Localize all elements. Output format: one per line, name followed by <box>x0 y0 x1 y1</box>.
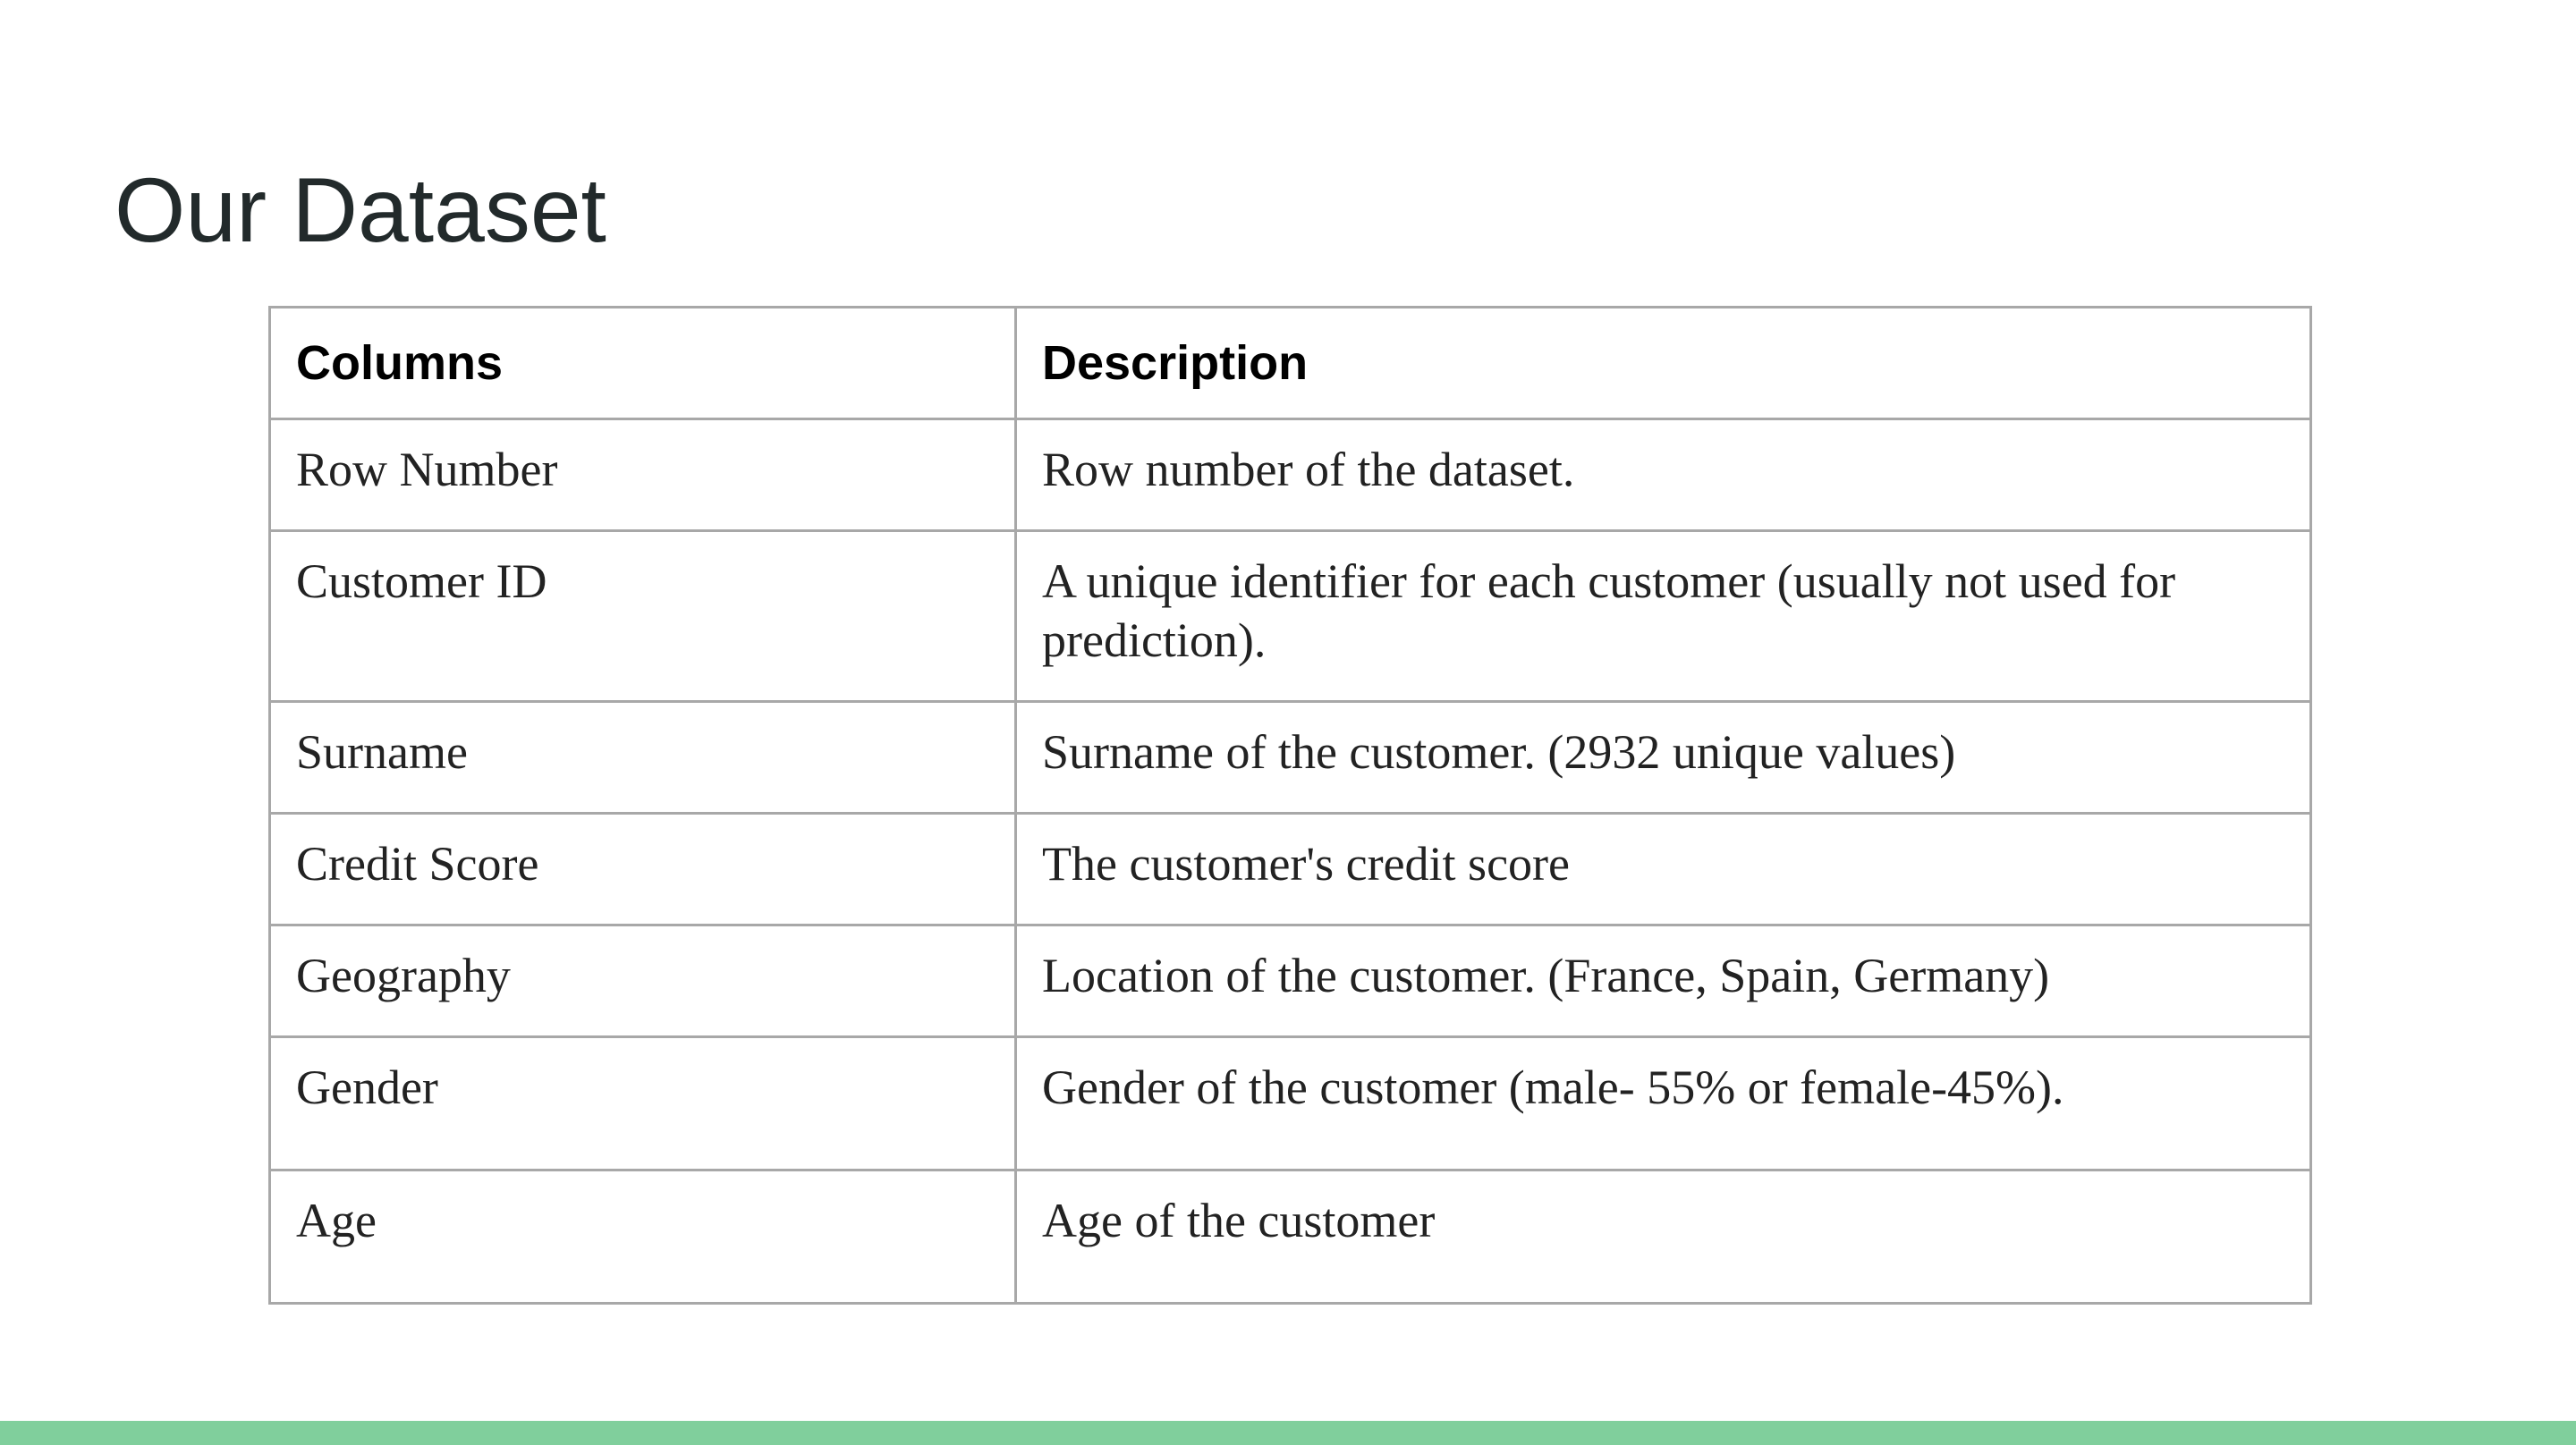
column-name-cell: Customer ID <box>268 529 1017 703</box>
column-name-cell: Credit Score <box>268 812 1017 926</box>
column-name-cell: Gender <box>268 1035 1017 1171</box>
description-cell: The customer's credit score <box>1014 812 2312 926</box>
description-cell: Age of the customer <box>1014 1169 2312 1305</box>
header-columns: Columns <box>268 306 1017 420</box>
description-cell: Location of the customer. (France, Spain… <box>1014 924 2312 1038</box>
description-cell: Surname of the customer. (2932 unique va… <box>1014 700 2312 815</box>
table-row: Customer ID A unique identifier for each… <box>268 529 2312 703</box>
description-cell: Gender of the customer (male- 55% or fem… <box>1014 1035 2312 1171</box>
header-description: Description <box>1014 306 2312 420</box>
table-row: Row Number Row number of the dataset. <box>268 418 2312 532</box>
description-cell: A unique identifier for each customer (u… <box>1014 529 2312 703</box>
table-row: Geography Location of the customer. (Fra… <box>268 924 2312 1038</box>
dataset-columns-table: Columns Description Row Number Row numbe… <box>268 306 2312 1305</box>
footer-accent-bar <box>0 1421 2576 1445</box>
slide-title: Our Dataset <box>114 159 606 261</box>
table-header-row: Columns Description <box>268 306 2312 420</box>
column-name-cell: Row Number <box>268 418 1017 532</box>
column-name-cell: Geography <box>268 924 1017 1038</box>
table-row: Age Age of the customer <box>268 1169 2312 1305</box>
table-row: Surname Surname of the customer. (2932 u… <box>268 700 2312 815</box>
column-name-cell: Surname <box>268 700 1017 815</box>
table-row: Gender Gender of the customer (male- 55%… <box>268 1035 2312 1171</box>
table-row: Credit Score The customer's credit score <box>268 812 2312 926</box>
description-cell: Row number of the dataset. <box>1014 418 2312 532</box>
column-name-cell: Age <box>268 1169 1017 1305</box>
